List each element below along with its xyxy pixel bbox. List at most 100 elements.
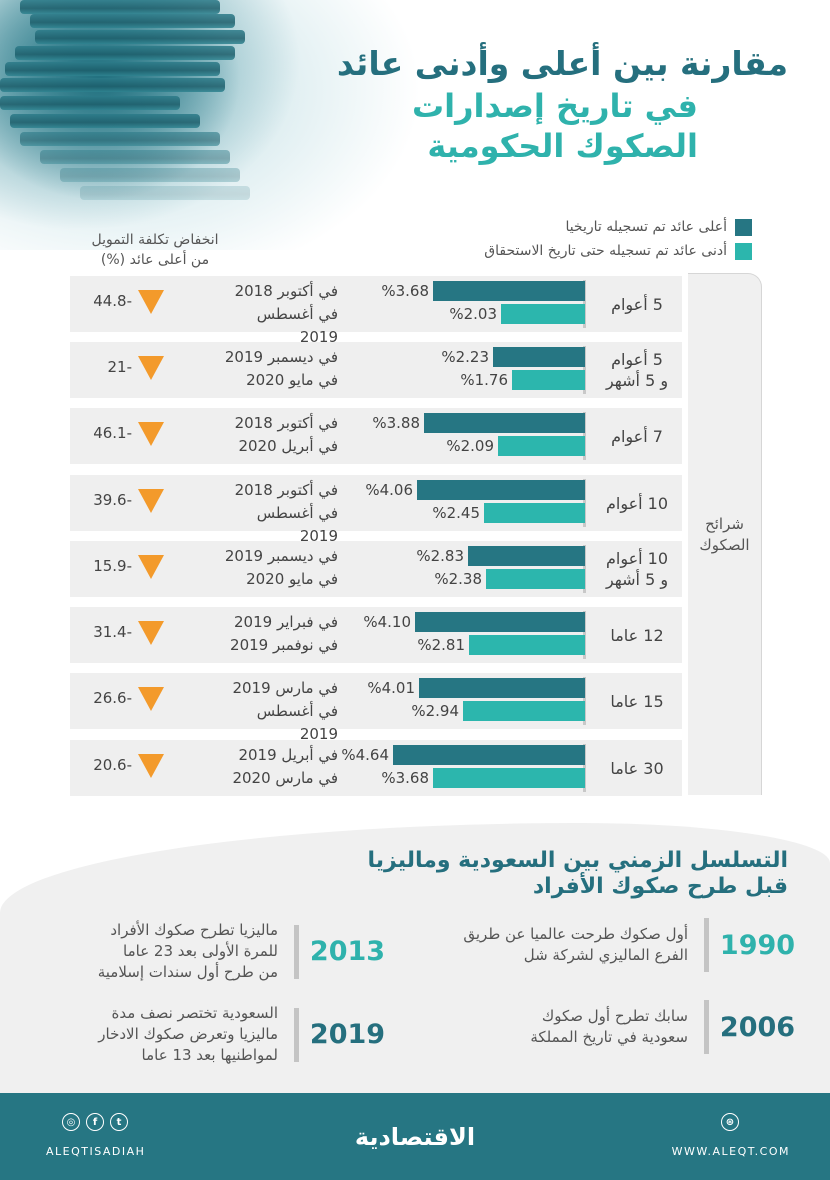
low-yield-value: %2.03 xyxy=(449,305,497,323)
yield-dates: في أكتوبر 2018 في أغسطس 2019 xyxy=(218,479,338,548)
high-yield-date: في مارس 2019 xyxy=(232,679,338,697)
tranche-label: 7 أعوام xyxy=(592,408,682,464)
tranche-label: 10 أعوام xyxy=(592,475,682,531)
tranche-label-line: 10 أعوام xyxy=(605,549,669,568)
down-triangle-icon xyxy=(138,621,164,645)
low-yield-date: في أغسطس 2019 xyxy=(256,702,338,743)
tranche-label-line: و 5 أشهر xyxy=(605,570,669,589)
high-yield-date: في أكتوبر 2018 xyxy=(234,481,338,499)
facebook-icon[interactable]: f xyxy=(86,1113,104,1131)
instagram-icon[interactable]: ◎ xyxy=(62,1113,80,1131)
low-yield-date: في نوفمبر 2019 xyxy=(230,636,338,654)
timeline-text-line: من طرح أول سندات إسلامية xyxy=(97,963,278,981)
title-line-3: الصكوك الحكومية xyxy=(427,127,698,165)
down-triangle-icon xyxy=(138,555,164,579)
down-triangle-icon xyxy=(138,356,164,380)
timeline-title: التسلسل الزمني بين السعودية وماليزيا قبل… xyxy=(368,848,789,900)
timeline-divider xyxy=(704,918,709,972)
bar-high-yield xyxy=(493,347,585,367)
high-yield-value: %3.68 xyxy=(381,282,429,300)
chart-row: 5 أعوام %3.68 %2.03 في أكتوبر 2018 في أغسطس … xyxy=(70,276,682,346)
timeline-item-2006: 2006 سابك تطرح أول صكوك سعودية في تاريخ … xyxy=(530,1000,800,1054)
timeline-text-line: سابك تطرح أول صكوك xyxy=(541,1007,688,1025)
low-yield-date: في أبريل 2020 xyxy=(238,437,338,455)
footer: ◎ f t ALEQTISADIAH الاقتصادية ⊛ WWW.ALEQ… xyxy=(0,1093,830,1180)
low-yield-date: في مايو 2020 xyxy=(246,371,338,389)
hero-background-image xyxy=(0,0,420,250)
timeline-text-line: لمواطنيها بعد 13 عاما xyxy=(141,1046,278,1064)
tranche-label-line: 5 أعوام xyxy=(611,294,663,314)
high-yield-value: %4.01 xyxy=(367,679,415,697)
website-link[interactable]: WWW.ALEQT.COM xyxy=(671,1145,790,1158)
bar-high-yield xyxy=(393,745,585,765)
high-yield-date: في أكتوبر 2018 xyxy=(234,414,338,432)
yield-dates: في ديسمبر 2019 في مايو 2020 xyxy=(218,346,338,392)
bar-high-yield xyxy=(468,546,585,566)
timeline-item-2019: 2019 السعودية تختصر نصف مدة ماليزيا وتعر… xyxy=(98,1003,390,1066)
low-yield-value: %3.68 xyxy=(381,769,429,787)
group-label: شرائح الصكوك xyxy=(688,514,761,556)
high-yield-value: %2.83 xyxy=(416,547,464,565)
high-yield-date: في ديسمبر 2019 xyxy=(224,547,338,565)
coin-stack-illustration xyxy=(0,0,250,210)
bar-low-yield xyxy=(486,569,585,589)
timeline-text-line: للمرة الأولى بعد 23 عاما xyxy=(123,942,278,960)
publisher-logo: الاقتصادية xyxy=(354,1123,476,1151)
low-yield-value: %1.76 xyxy=(460,371,508,389)
legend-item-low: أدنى عائد تم تسجيله حتى تاريخ الاستحقاق xyxy=(484,239,752,263)
tranche-label-line: و 5 أشهر xyxy=(605,371,669,390)
cost-reduction-value: 21- xyxy=(107,358,133,376)
yield-dates: في أكتوبر 2018 في أبريل 2020 xyxy=(218,412,338,458)
timeline-text: السعودية تختصر نصف مدة ماليزيا وتعرض صكو… xyxy=(98,1003,288,1066)
low-yield-date: في أغسطس 2019 xyxy=(256,504,338,545)
low-yield-value: %2.94 xyxy=(411,702,459,720)
tranche-label: 10 أعوام و 5 أشهر xyxy=(592,541,682,597)
high-yield-date: في فبراير 2019 xyxy=(234,613,338,631)
legend-label-low: أدنى عائد تم تسجيله حتى تاريخ الاستحقاق xyxy=(484,243,727,259)
low-yield-date: في أغسطس 2019 xyxy=(256,305,338,346)
group-label-line-2: الصكوك xyxy=(699,536,750,554)
timeline-divider xyxy=(294,924,299,979)
cost-reduction-value: 39.6- xyxy=(93,491,132,509)
bar-low-yield xyxy=(498,436,585,456)
cost-reduction-value: 46.1- xyxy=(93,424,132,442)
yield-dates: في أبريل 2019 في مارس 2020 xyxy=(218,744,338,790)
chart-legend: أعلى عائد تم تسجيله تاريخيا أدنى عائد تم… xyxy=(484,215,752,263)
change-header-line-1: انخفاض تكلفة التمويل xyxy=(91,232,219,248)
website-icon[interactable]: ⊛ xyxy=(721,1113,739,1131)
chart-row: 15 عاما %4.01 %2.94 في مارس 2019 في أغسطس 20… xyxy=(70,673,682,743)
yield-dates: في أكتوبر 2018 في أغسطس 2019 xyxy=(218,280,338,349)
bar-low-yield xyxy=(512,370,585,390)
low-yield-value: %2.09 xyxy=(446,437,494,455)
chart-row: 7 أعوام %3.88 %2.09 في أكتوبر 2018 في أبريل … xyxy=(70,408,682,464)
page-title: مقارنة بين أعلى وأدنى عائد في تاريخ إصدا… xyxy=(337,42,788,166)
title-line-1: مقارنة بين أعلى وأدنى عائد xyxy=(336,44,788,83)
cost-reduction-value: 44.8- xyxy=(93,292,132,310)
high-yield-date: في أبريل 2019 xyxy=(238,746,338,764)
tranche-label: 15 عاما xyxy=(592,673,682,729)
timeline-text-line: ماليزيا تطرح صكوك الأفراد xyxy=(110,921,278,939)
bar-low-yield xyxy=(463,701,585,721)
tranche-label-line: 7 أعوام xyxy=(611,426,663,446)
cost-reduction-value: 26.6- xyxy=(93,689,132,707)
down-triangle-icon xyxy=(138,489,164,513)
bar-high-yield xyxy=(419,678,585,698)
timeline-text-line: سعودية في تاريخ المملكة xyxy=(530,1028,688,1046)
timeline-text-line: أول صكوك طرحت عالميا عن طريق xyxy=(463,925,688,943)
tranche-label: 30 عاما xyxy=(592,740,682,796)
legend-item-high: أعلى عائد تم تسجيله تاريخيا xyxy=(484,215,752,239)
timeline-text-line: ماليزيا وتعرض صكوك الادخار xyxy=(98,1025,278,1043)
low-yield-value: %2.81 xyxy=(417,636,465,654)
tranche-label-line: 15 عاما xyxy=(610,691,664,711)
change-header-line-2: من أعلى عائد (%) xyxy=(100,252,210,268)
timeline-text-line: الفرع الماليزي لشركة شل xyxy=(523,946,688,964)
chart-row: 30 عاما %4.64 %3.68 في أبريل 2019 في مارس 20… xyxy=(70,740,682,796)
tranche-label-line: 30 عاما xyxy=(610,758,664,778)
legend-swatch-low xyxy=(735,242,752,260)
chart-row: 5 أعوام و 5 أشهر %2.23 %1.76 في ديسمبر 2019 ف… xyxy=(70,342,682,398)
twitter-icon[interactable]: t xyxy=(110,1113,128,1131)
low-yield-date: في مايو 2020 xyxy=(246,570,338,588)
social-handle[interactable]: ALEQTISADIAH xyxy=(46,1145,146,1158)
tranche-label-line: 5 أعوام xyxy=(611,350,663,369)
legend-label-high: أعلى عائد تم تسجيله تاريخيا xyxy=(565,219,727,235)
